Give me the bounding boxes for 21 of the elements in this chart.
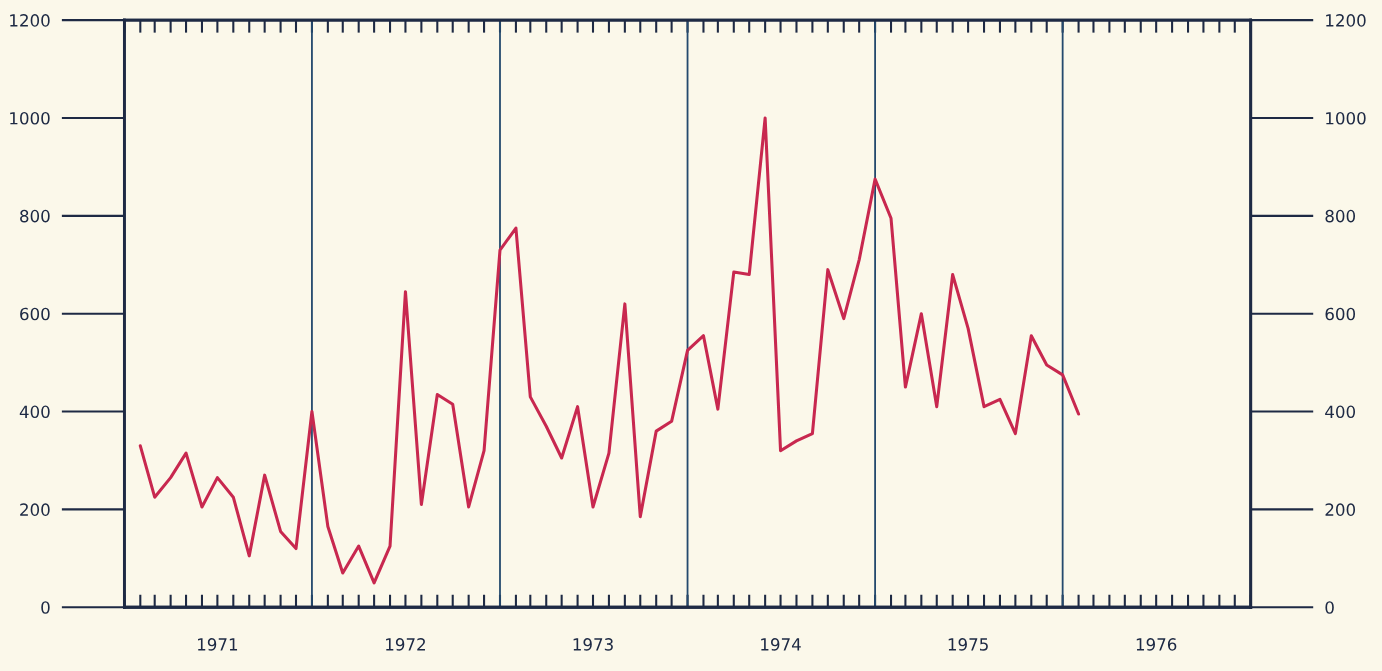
- y-tick-label: 0: [41, 601, 50, 614]
- y-tick-label: 1200: [10, 14, 50, 27]
- y2-tick-label: 800: [1325, 209, 1356, 223]
- x-tick-label: 1974: [761, 638, 801, 651]
- x-tick-label: 1976: [1136, 638, 1177, 651]
- y2-tick-label: 0: [1325, 601, 1334, 614]
- x-tick-label: 1971: [198, 638, 238, 651]
- y-tick-label: 200: [20, 503, 50, 516]
- y2-tick-label: 1000: [1326, 111, 1366, 125]
- y-tick-label: 600: [20, 307, 50, 321]
- y2-tick-label: 1200: [1326, 14, 1366, 27]
- line-series: [138, 116, 1081, 585]
- y2-tick-label: 400: [1325, 405, 1356, 419]
- y2-tick-label: 600: [1325, 307, 1356, 321]
- y-tick-label: 800: [20, 209, 50, 223]
- y-tick-label: 400: [19, 405, 50, 419]
- x-tick-label: 1973: [573, 638, 613, 651]
- y-tick-label: 1000: [10, 111, 50, 125]
- x-tick-label: 1975: [948, 638, 988, 651]
- y2-tick-label: 200: [1325, 503, 1356, 516]
- x-tick-label: 1972: [386, 638, 425, 651]
